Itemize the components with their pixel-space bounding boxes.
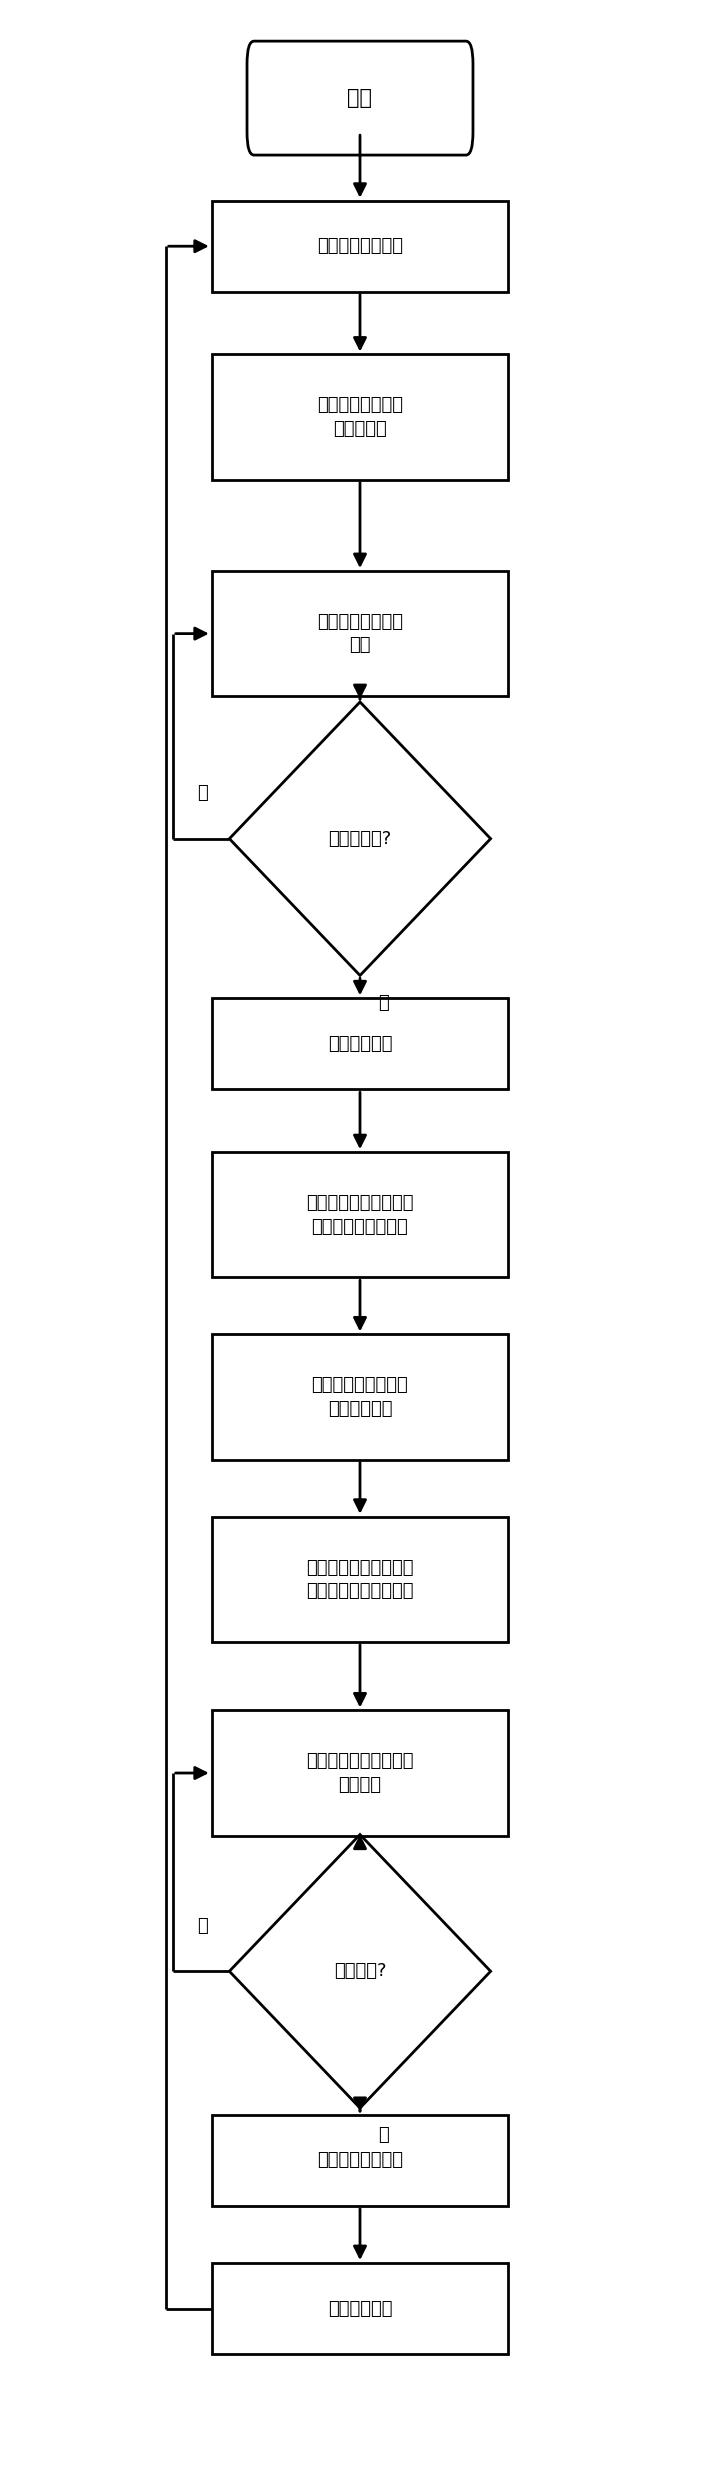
Text: 关闭主处理器和其
他模块电源: 关闭主处理器和其 他模块电源 [317, 396, 403, 438]
Text: 从处理器读取定时
时间: 从处理器读取定时 时间 [317, 614, 403, 653]
Polygon shape [230, 703, 490, 975]
Text: 主从处理器相互传送校
验和工作模式等数据: 主从处理器相互传送校 验和工作模式等数据 [306, 1193, 414, 1235]
Polygon shape [230, 1834, 490, 2109]
Bar [212, 354, 508, 480]
Text: 唤醒从处理器: 唤醒从处理器 [328, 2299, 392, 2317]
Text: 唤醒主处理器: 唤醒主处理器 [328, 1035, 392, 1052]
Text: 从处理器进入休眠，
主处理器工作: 从处理器进入休眠， 主处理器工作 [312, 1376, 408, 1418]
Text: 是: 是 [378, 2126, 388, 2143]
Bar [212, 2262, 508, 2354]
Bar [212, 1517, 508, 1641]
Bar [212, 200, 508, 292]
Text: 否: 否 [197, 785, 208, 802]
Text: 存储处理后的数据: 存储处理后的数据 [317, 2151, 403, 2171]
Text: 否: 否 [197, 1916, 208, 1935]
Bar [212, 997, 508, 1089]
Bar [212, 1334, 508, 1460]
Text: 主处理器发声波信号开
始标志，等待回波信号: 主处理器发声波信号开 始标志，等待回波信号 [306, 1559, 414, 1601]
Bar [212, 1710, 508, 1836]
Text: 主处理器处理采集到的
回波信号: 主处理器处理采集到的 回波信号 [306, 1752, 414, 1794]
Text: 处理完毕?: 处理完毕? [334, 1963, 386, 1980]
FancyBboxPatch shape [247, 42, 473, 156]
Bar [212, 2114, 508, 2205]
Text: 从处理器启动工作: 从处理器启动工作 [317, 238, 403, 255]
Bar [212, 1151, 508, 1277]
Bar [212, 572, 508, 695]
Text: 定时时间到?: 定时时间到? [328, 829, 392, 849]
Text: 是: 是 [378, 995, 388, 1012]
Text: 上电: 上电 [348, 89, 372, 109]
